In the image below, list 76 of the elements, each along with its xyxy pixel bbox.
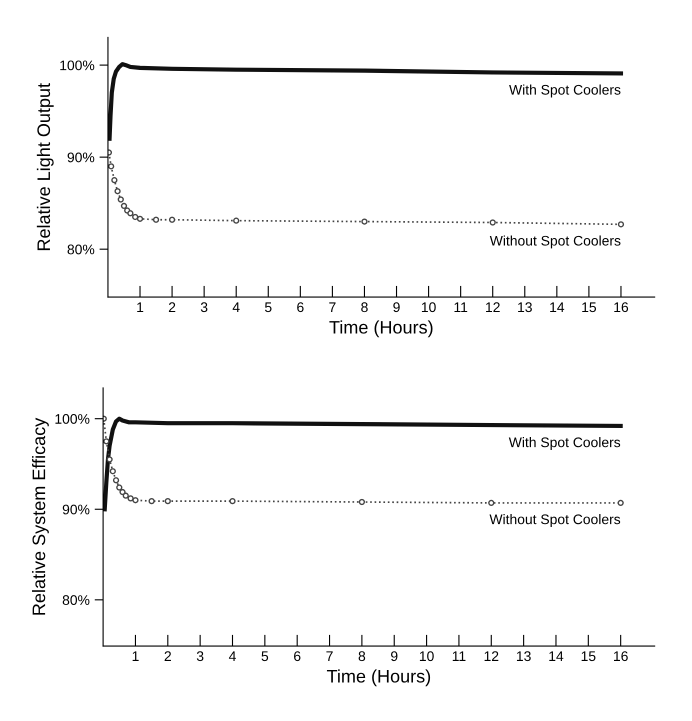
point (152, 216, 160, 223)
point (114, 188, 121, 194)
point (229, 498, 236, 504)
point (618, 221, 624, 228)
x-tick-label: 15 (582, 302, 596, 312)
line-series (108, 62, 624, 141)
point (358, 498, 366, 506)
x-tick-label: 4 (232, 302, 240, 312)
point (108, 163, 114, 170)
x-tick-label: 4 (228, 651, 236, 661)
y-tick-label: 90% (62, 504, 90, 514)
x-tick-label: 3 (196, 651, 204, 662)
point (120, 202, 128, 210)
x-tick-label: 7 (326, 651, 333, 661)
series-label: With Spot Coolers (508, 437, 620, 450)
y-tick-label: 100% (60, 60, 94, 70)
x-tick-label: 16 (614, 302, 628, 312)
series-label: Without Spot Coolers (490, 514, 620, 527)
x-tick-label: 5 (264, 302, 272, 312)
point (116, 484, 122, 491)
series-label: With Spot Coolers (509, 84, 620, 98)
x-tick-label: 6 (294, 651, 300, 662)
x-tick-label: 15 (582, 651, 596, 662)
x-tick-label: 5 (262, 651, 268, 662)
x-tick-label: 13 (516, 651, 531, 662)
y-axis-title: Relative System Efficacy (32, 418, 49, 615)
x-tick-label: 10 (422, 302, 436, 312)
x-axis-title: Time (Hours) (326, 669, 430, 686)
x-tick-label: 10 (420, 651, 434, 662)
x-tick-label: 16 (614, 651, 628, 662)
x-tick-label: 11 (454, 302, 468, 312)
point (119, 488, 126, 496)
x-tick-label: 9 (391, 651, 398, 662)
point (106, 456, 113, 463)
point (168, 216, 176, 223)
x-tick-label: 6 (297, 302, 304, 312)
point (490, 219, 496, 226)
x-tick-label: 8 (358, 651, 366, 662)
point (361, 218, 368, 225)
y-tick-label: 80% (68, 244, 94, 254)
point (132, 497, 139, 504)
point (127, 210, 134, 216)
point (118, 196, 124, 203)
x-tick-label: 8 (361, 302, 368, 312)
x-tick-label: 14 (550, 302, 564, 312)
x-tick-label: 2 (168, 302, 176, 312)
point (110, 468, 116, 474)
x-axis-title: Time (Hours) (329, 320, 432, 338)
y-tick-label: 80% (62, 595, 90, 605)
x-tick-label: 9 (393, 302, 400, 312)
point (111, 177, 118, 184)
point (127, 495, 134, 502)
point (148, 498, 155, 504)
series-label: Without Spot Coolers (490, 235, 620, 248)
point (164, 498, 171, 504)
y-tick-label: 100% (55, 414, 90, 424)
x-tick-label: 2 (164, 651, 171, 661)
point (112, 477, 120, 484)
x-tick-label: 13 (518, 302, 532, 312)
x-tick-label: 11 (452, 651, 466, 661)
point (132, 214, 138, 220)
point (488, 500, 494, 506)
x-tick-label: 1 (137, 302, 144, 312)
point (233, 218, 240, 224)
point (136, 216, 144, 222)
x-tick-label: 7 (329, 302, 336, 312)
point (122, 492, 129, 499)
point (103, 438, 110, 444)
y-axis-title: Relative Light Output (36, 83, 54, 250)
y-tick-label: 90% (68, 152, 94, 162)
x-tick-label: 14 (549, 651, 564, 661)
x-tick-label: 12 (484, 651, 498, 661)
x-tick-label: 12 (486, 302, 500, 312)
x-tick-label: 1 (132, 651, 139, 661)
point (618, 500, 624, 506)
x-tick-label: 3 (200, 302, 208, 312)
